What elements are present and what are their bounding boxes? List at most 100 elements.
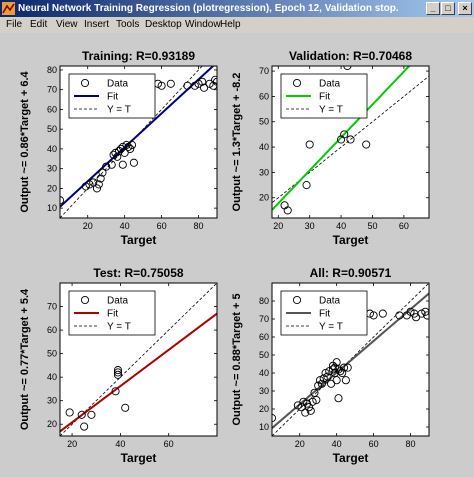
close-icon: ×	[462, 3, 468, 13]
y-tick-label: 50	[47, 124, 57, 134]
data-point	[423, 311, 429, 320]
legend-data-marker	[80, 78, 90, 88]
x-tick-label: 40	[336, 221, 346, 231]
data-point	[417, 309, 426, 318]
y-axis-label: Output ~= 0.88*Target + 5	[231, 293, 243, 425]
data-point	[126, 144, 135, 153]
data-point	[325, 367, 334, 376]
legend: Data Fit Y = T	[68, 290, 156, 336]
y-tick-label: 70	[47, 302, 57, 312]
maximize-icon: □	[445, 3, 451, 13]
data-point	[107, 160, 116, 169]
x-axis-label: Target	[121, 451, 157, 465]
data-point	[118, 160, 127, 169]
x-tick-label: 20	[83, 221, 93, 231]
title-bar: Neural Network Training Regression (plot…	[0, 0, 474, 17]
x-tick-label: 20	[67, 439, 77, 449]
data-point	[339, 363, 349, 372]
data-point	[369, 311, 378, 320]
axes-frame	[59, 65, 218, 219]
data-point	[317, 379, 326, 388]
y-tick-label: 60	[259, 332, 269, 342]
legend-data-label: Data	[319, 79, 341, 90]
data-point	[340, 130, 349, 139]
chart-title: Validation: R=0.70468	[289, 49, 412, 63]
data-point	[406, 307, 415, 316]
fit-line	[272, 66, 411, 211]
menu-tools[interactable]: Tools	[116, 19, 140, 30]
axes-frame	[59, 282, 218, 437]
menu-file[interactable]: File	[6, 19, 23, 30]
data-point	[330, 363, 339, 372]
data-point	[299, 397, 308, 406]
legend-fit-label: Fit	[319, 92, 330, 103]
data-point	[306, 406, 315, 415]
data-point	[113, 368, 123, 377]
data-point	[113, 152, 122, 161]
y-tick-label: 20	[259, 193, 269, 203]
y-tick-label: 70	[259, 314, 269, 324]
y-tick-label: 50	[47, 349, 57, 359]
data-point	[305, 140, 314, 149]
x-tick-label: 20	[295, 439, 305, 449]
data-point	[94, 180, 103, 189]
window-title: Neural Network Training Regression (plot…	[18, 3, 399, 14]
data-point	[92, 184, 101, 193]
y-tick-label: 30	[47, 396, 57, 406]
maximize-button[interactable]: □	[441, 2, 455, 15]
data-point	[127, 140, 137, 150]
data-point	[412, 313, 421, 322]
y-tick-label: 70	[47, 85, 57, 95]
data-point	[338, 368, 347, 378]
data-point	[319, 374, 328, 383]
legend-fit-label: Fit	[319, 309, 330, 320]
data-point	[283, 206, 292, 215]
chart-test: Test: R=0.75058 Target Output ~= 0.77*Targ…	[19, 266, 218, 465]
data-point	[332, 376, 341, 385]
data-point	[341, 376, 350, 385]
data-point	[334, 394, 343, 403]
y-tick-label: 80	[47, 65, 57, 75]
identity-line	[60, 66, 203, 218]
y-tick-label: 50	[259, 350, 269, 360]
y-tick-label: 50	[259, 117, 269, 127]
data-point	[293, 401, 302, 410]
x-tick-label: 60	[399, 221, 409, 231]
legend-yt-label: Y = T	[107, 322, 131, 333]
menu-insert[interactable]: Insert	[84, 19, 110, 30]
data-point	[166, 79, 175, 88]
legend: Data Fit Y = T	[68, 73, 156, 119]
data-point	[378, 309, 387, 318]
data-point	[308, 397, 317, 406]
menu-view[interactable]: View	[56, 19, 78, 30]
data-point	[80, 422, 89, 431]
x-tick-label: 60	[369, 439, 379, 449]
matlab-figure-icon	[2, 2, 15, 15]
axes-frame	[271, 282, 430, 437]
y-tick-label: 40	[259, 368, 269, 378]
legend-fit-label: Fit	[107, 92, 118, 103]
menu-desktop[interactable]: Desktop	[145, 19, 182, 30]
minimize-button[interactable]: _	[426, 2, 440, 15]
close-button[interactable]: ×	[458, 2, 472, 15]
chart-validation: Validation: R=0.70468 Target Output ~= 1.3…	[231, 49, 430, 247]
y-axis-label: Output ~= 1.3*Target + -8.2	[231, 73, 243, 212]
menu-edit[interactable]: Edit	[30, 19, 48, 30]
y-axis-label: Output ~= 0.86*Target + 6.4	[19, 70, 31, 212]
x-tick-label: 80	[194, 221, 204, 231]
y-tick-label: 10	[47, 203, 57, 213]
data-point	[96, 174, 105, 183]
y-tick-label: 20	[47, 183, 57, 193]
legend-data-marker	[80, 295, 90, 305]
data-point	[120, 148, 129, 157]
y-tick-label: 40	[47, 372, 57, 382]
chart-training: Training: R=0.93189 Target Output ~= 0.86*…	[19, 49, 218, 247]
y-tick-label: 20	[47, 419, 57, 429]
menu-help[interactable]: Help	[220, 19, 241, 30]
y-tick-label: 60	[259, 91, 269, 101]
x-axis-label: Target	[121, 233, 157, 247]
legend-fit-label: Fit	[107, 309, 118, 320]
chart-title: Training: R=0.93189	[82, 49, 195, 63]
data-point	[346, 135, 355, 144]
menu-window[interactable]: Window	[185, 19, 221, 30]
